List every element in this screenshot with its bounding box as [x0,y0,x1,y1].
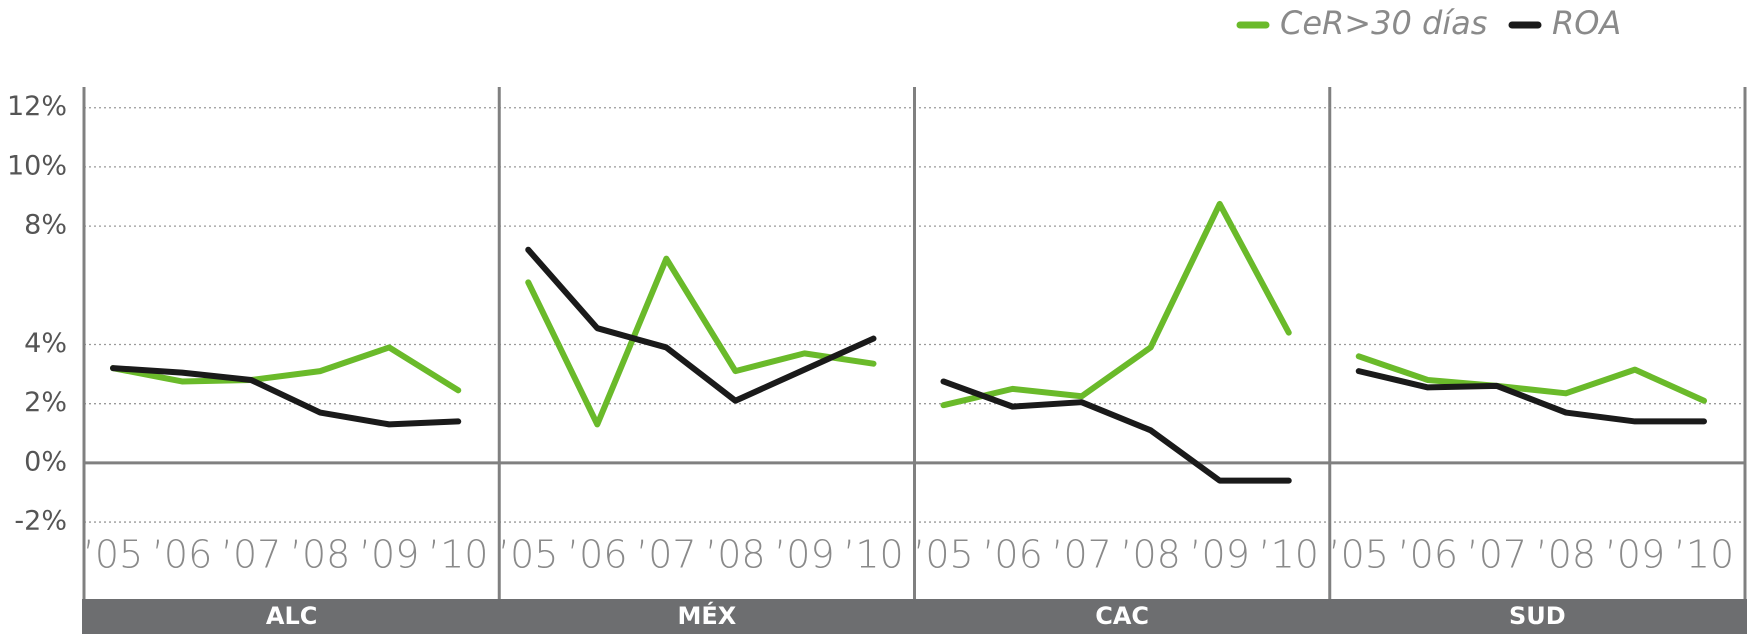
x-tick-label: ’09 [1605,533,1665,577]
panel-label: SUD [1509,602,1566,630]
x-tick-label: ’05 [1329,533,1389,577]
y-tick-label: 4% [24,328,67,359]
y-tick-label: 12% [7,91,67,122]
x-tick-label: ’06 [982,533,1042,577]
x-tick-label: ’09 [359,533,419,577]
series-line [525,246,877,404]
series-line [1355,353,1707,404]
panel-label: MÉX [677,601,736,630]
series-line [110,344,462,394]
x-tick-label: ’08 [1120,533,1180,577]
y-tick-label: 8% [24,210,67,241]
x-tick-label: ’08 [1536,533,1596,577]
x-tick-label: ’09 [1189,533,1249,577]
panel-label: ALC [266,602,317,630]
x-tick-label: ’10 [428,533,488,577]
x-tick-label: ’08 [290,533,350,577]
x-tick-label: ’05 [498,533,558,577]
x-tick-label: ’07 [636,533,696,577]
y-tick-label: -2% [14,506,67,537]
x-tick-label: ’09 [774,533,834,577]
x-tick-label: ’05 [83,533,143,577]
x-tick-label: ’07 [221,533,281,577]
x-tick-label: ’10 [1259,533,1319,577]
y-tick-label: 0% [24,446,67,477]
x-tick-label: ’08 [705,533,765,577]
y-tick-label: 10% [7,150,67,181]
x-tick-label: ’07 [1467,533,1527,577]
panel-band [82,599,1747,634]
legend-label: CeR>30 días [1280,4,1487,42]
series-line [110,365,462,428]
x-tick-label: ’05 [913,533,973,577]
series-line [1355,368,1707,425]
x-tick-label: ’10 [843,533,903,577]
x-tick-label: ’06 [152,533,212,577]
x-tick-label: ’06 [1398,533,1458,577]
y-tick-label: 2% [24,387,67,418]
series-line [940,378,1292,484]
series-line [940,200,1292,409]
x-tick-label: ’07 [1051,533,1111,577]
panel-label: CAC [1095,602,1149,630]
series-line [525,255,877,428]
x-tick-label: ’10 [1674,533,1734,577]
legend-label: ROA [1552,4,1621,42]
x-tick-label: ’06 [567,533,627,577]
